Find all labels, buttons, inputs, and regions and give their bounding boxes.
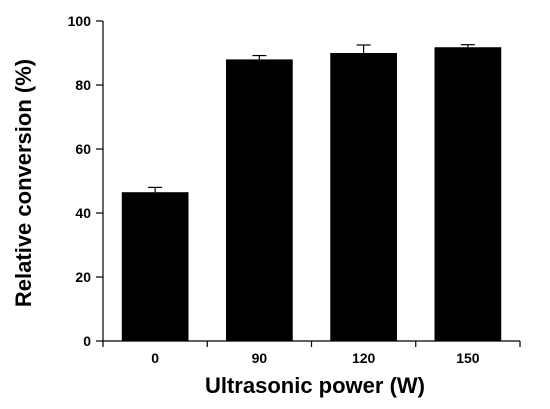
y-axis: 0 20 40 60 80 100 (68, 13, 104, 349)
plot-area (121, 44, 502, 342)
y-tick-label: 100 (68, 13, 92, 29)
bar (226, 59, 293, 342)
y-tick-label: 20 (75, 269, 91, 285)
y-tick-label: 60 (75, 141, 91, 157)
y-tick-label: 40 (75, 205, 91, 221)
bar (121, 192, 189, 341)
x-axis-label: Ultrasonic power (W) (205, 373, 425, 398)
x-axis: 0 90 120 150 (102, 340, 521, 366)
x-tick-label: 90 (252, 350, 268, 366)
bar (330, 53, 397, 341)
x-tick-label: 120 (352, 350, 376, 366)
y-tick-label: 0 (83, 333, 91, 349)
bar (434, 47, 502, 342)
y-tick-label: 80 (75, 77, 91, 93)
y-axis-label: Relative conversion (%) (11, 59, 36, 307)
x-tick-label: 150 (456, 350, 480, 366)
x-tick-label: 0 (151, 350, 159, 366)
